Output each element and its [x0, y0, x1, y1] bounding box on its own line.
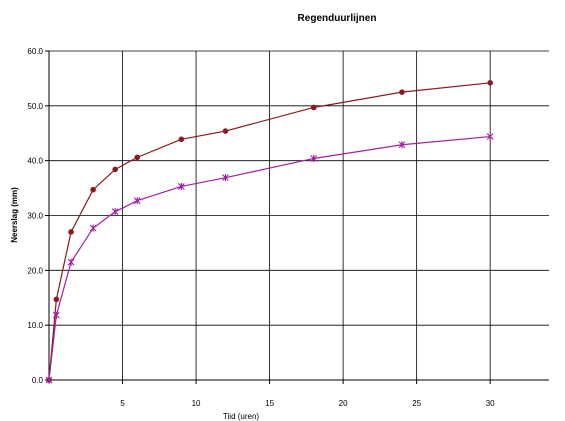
series-2-point-6 [177, 182, 185, 191]
x-tick-label-2: 15 [265, 399, 274, 408]
x-tick-label-1: 10 [192, 399, 201, 408]
series-1-point-1 [53, 296, 60, 303]
y-tick-label-4: 40.0 [27, 157, 43, 166]
x-tick-label-3: 20 [339, 399, 348, 408]
series-1-point-7 [222, 128, 229, 134]
series-2-point-0 [45, 376, 53, 384]
series-1-point-4 [112, 166, 118, 173]
chart-title: Regenduurlijnen [298, 13, 377, 24]
series-1-point-9 [399, 89, 405, 95]
series-2-point-4 [111, 208, 119, 216]
y-tick-label-0: 0.0 [32, 376, 44, 385]
y-tick-label-2: 20.0 [27, 266, 43, 275]
plot-area: 0.0 10.0 20.0 30.0 40.0 50.0 60.0 5 10 15 20 25 30 [27, 47, 549, 408]
y-tick-label-5: 50.0 [27, 102, 43, 111]
y-tick-label-1: 10.0 [27, 321, 43, 330]
series-2-point-3 [89, 224, 97, 232]
series-2-point-5 [133, 197, 141, 205]
series-2-point-1 [52, 311, 60, 319]
y-axis-label: Neerslag (mm) [10, 187, 19, 243]
series-2-point-2 [67, 258, 75, 266]
series-1-point-8 [310, 104, 317, 111]
x-tick-label-5: 30 [486, 399, 495, 408]
series-1-point-10 [487, 80, 493, 86]
y-tick-label-3: 30.0 [27, 212, 43, 221]
series-2-point-8 [310, 154, 318, 163]
x-tick-label-0: 5 [120, 399, 125, 408]
x-axis-label: Tiid (uren) [223, 412, 259, 421]
series-2-point-10 [486, 132, 494, 141]
series-2-point-7 [222, 174, 229, 182]
series-1-point-2 [68, 229, 74, 235]
x-tick-label-4: 25 [412, 399, 421, 408]
y-tick-label-6: 60.0 [27, 47, 43, 56]
series-1-point-3 [90, 186, 96, 193]
series-2-point-9 [398, 141, 406, 149]
series-1-point-6 [178, 136, 185, 143]
series-1-point-5 [134, 154, 141, 161]
